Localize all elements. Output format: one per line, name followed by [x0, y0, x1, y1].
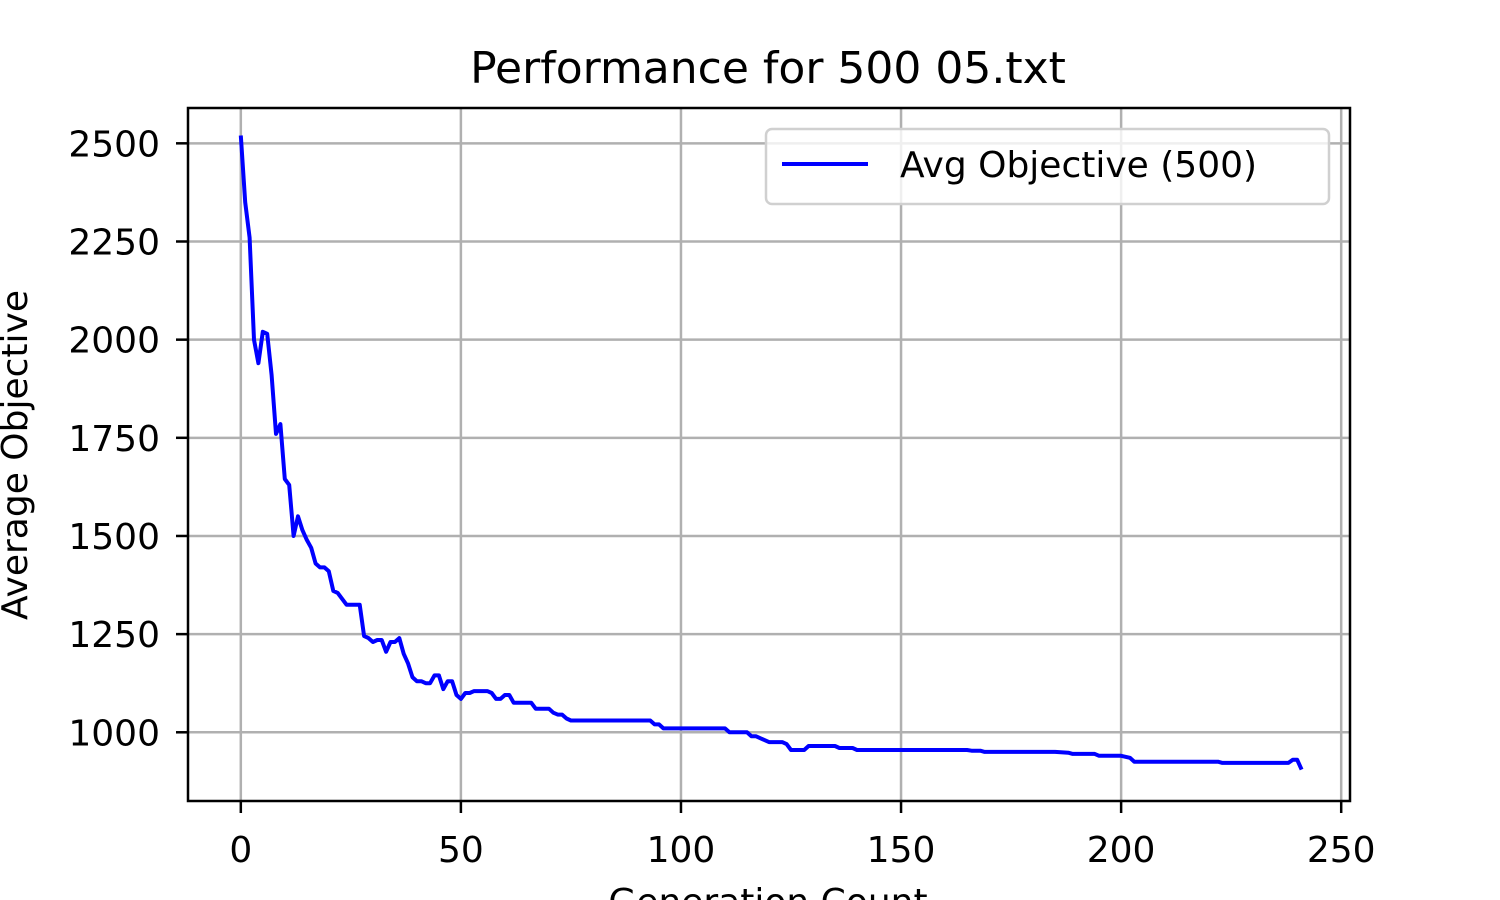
- x-tick-label: 200: [1087, 830, 1156, 871]
- series-line: [238, 135, 1304, 771]
- y-tick-label: 2000: [68, 321, 160, 362]
- x-axis-label: Generation Count: [608, 882, 927, 900]
- chart-title: Performance for 500 05.txt: [470, 43, 1066, 94]
- plot-frame: [186, 106, 1352, 803]
- y-tick-label: 1750: [68, 419, 160, 460]
- y-tick-label: 2500: [68, 124, 160, 165]
- legend-box: [764, 127, 1331, 206]
- y-tick-label: 1250: [68, 615, 160, 656]
- grid: [188, 108, 1350, 801]
- series-layer: [238, 135, 1304, 771]
- x-tick-label: 100: [647, 830, 716, 871]
- legend: Avg Objective (500): [764, 127, 1331, 206]
- x-tick-label: 0: [229, 830, 252, 871]
- x-tick-label: 150: [867, 830, 936, 871]
- y-tick-label: 1000: [68, 713, 160, 754]
- x-tick-label: 250: [1307, 830, 1376, 871]
- legend-entry: Avg Objective (500): [900, 145, 1257, 186]
- x-tick-label: 50: [438, 830, 484, 871]
- y-tick-label: 2250: [68, 222, 160, 263]
- ticks: 0 50 100 150 200 250 1000 1250 1500 1750 2000 2250 2…: [68, 124, 1375, 871]
- y-tick-label: 1500: [68, 517, 160, 558]
- y-axis-label: Average Objective: [0, 290, 36, 620]
